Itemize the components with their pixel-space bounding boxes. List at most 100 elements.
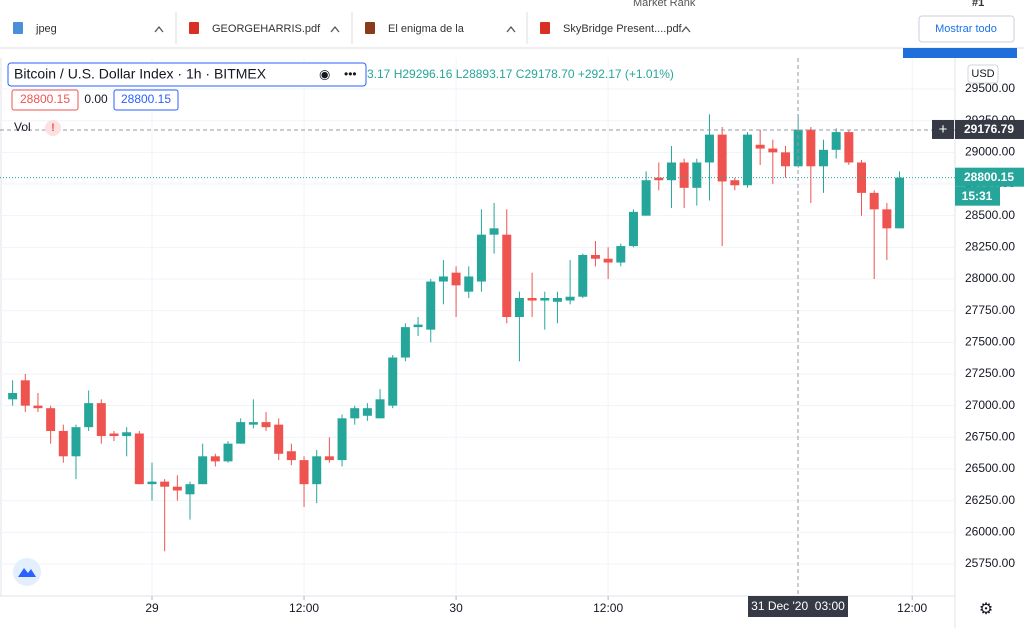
y-tick-label: 27250.00 (965, 366, 1015, 380)
candle-body (8, 392, 18, 400)
candle-body (489, 228, 499, 235)
x-tick-label: 30 (449, 601, 463, 615)
y-tick-label: 26750.00 (965, 429, 1015, 443)
ask-box[interactable] (113, 89, 179, 111)
candle-body (210, 456, 220, 462)
candle-body (286, 451, 296, 461)
currency-box[interactable] (967, 64, 999, 84)
candle-body (831, 132, 841, 150)
candle-body (502, 234, 512, 317)
candle-body (527, 297, 537, 301)
candle-body (375, 399, 385, 419)
candle-body (58, 430, 68, 457)
spread: 0.00 (84, 92, 108, 106)
chevron[interactable] (506, 25, 516, 33)
logo-mark (18, 568, 36, 577)
chevron[interactable] (330, 25, 340, 33)
page-fragment: #1 (972, 0, 984, 9)
candle-body (299, 460, 309, 485)
candle-body (147, 481, 157, 485)
y-tick-label: 27750.00 (965, 303, 1015, 317)
y-tick-label: 28250.00 (965, 240, 1015, 254)
warning-icon[interactable] (45, 120, 61, 136)
candle-body (742, 134, 752, 186)
candle-body (198, 456, 208, 485)
x-tick-label: 12:00 (593, 601, 623, 615)
candle-body (33, 405, 43, 409)
file-name[interactable]: jpeg (35, 23, 57, 35)
crosshair-price: 29176.79 (964, 122, 1014, 136)
candle-body (590, 254, 600, 259)
candle-body (451, 272, 461, 286)
candle-body (755, 144, 765, 149)
candle-body (172, 486, 182, 491)
last-price: 28800.15 (964, 170, 1014, 184)
candle-body (666, 162, 676, 181)
y-tick-label: 26500.00 (965, 461, 1015, 475)
candle-body (350, 408, 360, 419)
candle-body (819, 149, 829, 167)
show-all[interactable]: Mostrar todo (935, 23, 997, 35)
site-strip (903, 48, 1017, 58)
candle-body (540, 297, 550, 301)
chart-area (0, 58, 1024, 628)
legend-box[interactable] (7, 62, 367, 87)
candle-body (464, 276, 474, 292)
candle-body (641, 180, 651, 216)
volume-label: Vol (14, 120, 31, 134)
candle-body (134, 433, 144, 485)
file-icon (13, 22, 23, 34)
candle-body (324, 456, 334, 461)
x-tick-label: 12:00 (289, 601, 319, 615)
page-fragment: Market Rank (633, 0, 696, 9)
candle-body (514, 297, 524, 317)
candle-body (388, 357, 398, 406)
file-name[interactable]: SkyBridge Present....pdf (563, 23, 683, 35)
file-icon (540, 22, 550, 34)
crosshair-time-box (748, 596, 848, 617)
y-tick-label: 29000.00 (965, 145, 1015, 159)
candle-body (185, 484, 195, 495)
crosshair-add-box[interactable] (932, 119, 954, 139)
candle-body (400, 327, 410, 358)
candle-body (603, 258, 613, 263)
more-icon[interactable]: ••• (344, 67, 357, 81)
settings-icon[interactable]: ⚙ (979, 601, 993, 618)
candle-body (426, 281, 436, 330)
chevron[interactable] (154, 25, 164, 33)
candle-body (20, 380, 30, 406)
chevron[interactable] (681, 25, 691, 33)
file-icon (365, 22, 375, 34)
y-tick-label: 26000.00 (965, 524, 1015, 538)
candle-body (895, 177, 905, 229)
crosshair-time: 31 Dec '20 03:00 (751, 599, 845, 613)
candle-body (616, 246, 626, 263)
chart-title: Bitcoin / U.S. Dollar Index · 1h · BITME… (14, 66, 267, 82)
file-icon (189, 22, 199, 34)
countdown: 15:31 (962, 189, 993, 203)
bid-box[interactable] (11, 89, 79, 111)
candle-body (274, 424, 284, 454)
show-all-button[interactable] (918, 15, 1015, 43)
crosshair-add: + (939, 121, 948, 138)
candle-body (717, 134, 727, 182)
eye-icon[interactable]: ◉ (319, 66, 330, 81)
candle-body (692, 162, 702, 188)
file-name[interactable]: El enigma de la (388, 23, 465, 35)
candle-body (768, 148, 778, 153)
candle-body (438, 276, 448, 282)
candle-body (236, 422, 246, 444)
candle-body (806, 129, 816, 167)
y-tick-label: 27500.00 (965, 334, 1015, 348)
file-name[interactable]: GEORGEHARRIS.pdf (212, 23, 321, 35)
x-tick-label: 12:00 (897, 601, 927, 615)
candle-body (730, 180, 740, 186)
candle-body (578, 254, 588, 297)
bid: 28800.15 (20, 92, 70, 106)
y-tick-label: 28500.00 (965, 208, 1015, 222)
candle-body (160, 481, 170, 487)
candle-body (248, 422, 258, 425)
crosshair-price-box (955, 119, 1024, 139)
y-tick-label: 28000.00 (965, 271, 1015, 285)
